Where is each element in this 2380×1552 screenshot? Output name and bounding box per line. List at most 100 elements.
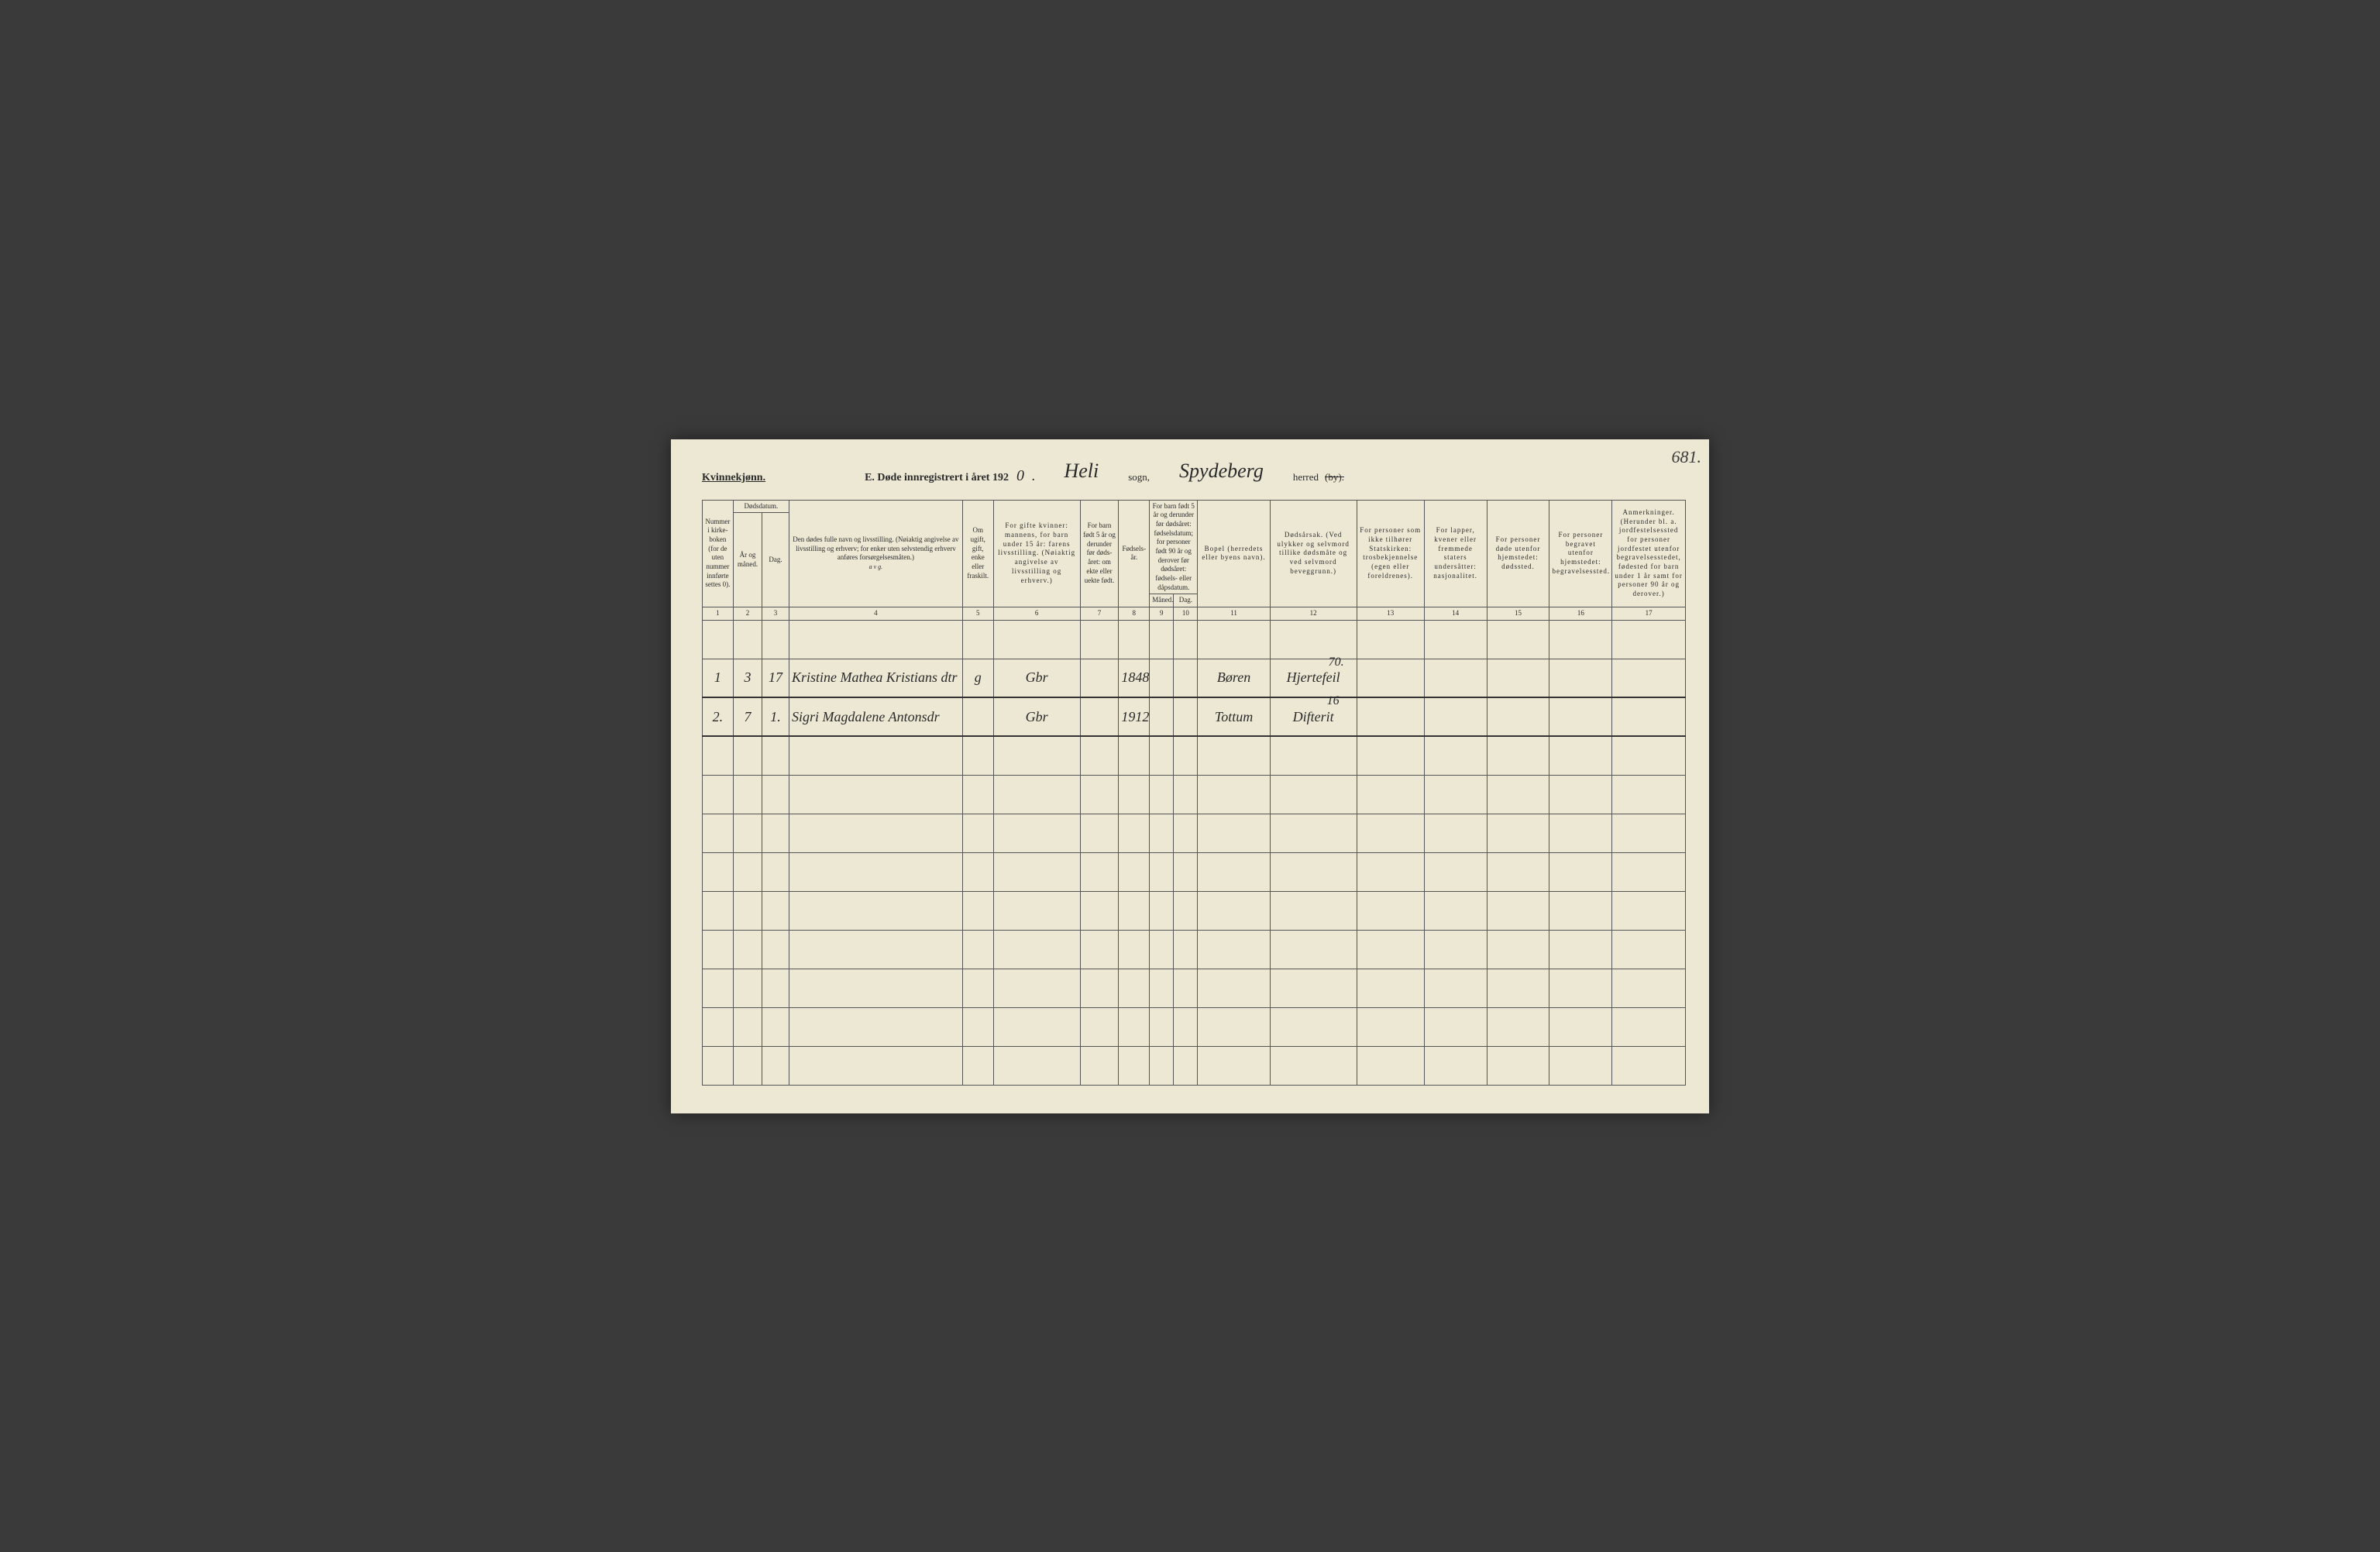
table-row: 2. 7 1. Sigri Magdalene Antonsdr Gbr 191…	[703, 697, 1686, 736]
colnum-17: 17	[1612, 607, 1686, 621]
empty-row	[703, 930, 1686, 969]
cell-16	[1549, 659, 1612, 697]
empty-row	[703, 852, 1686, 891]
table-body: 1 3 17 Kristine Mathea Kristians dtr g G…	[703, 620, 1686, 1085]
cell-farmann: Gbr	[993, 697, 1080, 736]
col6-text: For gifte kvinner: mannens, for barn und…	[998, 521, 1075, 583]
cell-aar: 3	[733, 659, 762, 697]
colnum-13: 13	[1357, 607, 1424, 621]
col2-header: År og måned.	[733, 513, 762, 607]
title-suffix: .	[1032, 472, 1035, 484]
colnum-8: 8	[1119, 607, 1150, 621]
colnum-12: 12	[1270, 607, 1357, 621]
col12-text: Dødsårsak. (Ved ulykker og selv­mord til…	[1277, 531, 1350, 575]
herred-value: Spydeberg	[1156, 459, 1287, 483]
col9-10-group: For barn født 5 år og der­under før døds…	[1150, 500, 1198, 594]
gender-label: Kvinnekjønn.	[702, 472, 765, 484]
cell-aar: 7	[733, 697, 762, 736]
empty-row	[703, 891, 1686, 930]
empty-row	[703, 1007, 1686, 1046]
spacer-row	[703, 620, 1686, 659]
cell-13	[1357, 697, 1424, 736]
col2-3-group: Dødsdatum.	[733, 500, 789, 513]
cell-faar: 1912	[1119, 697, 1150, 736]
col17-text: Anmerkninger. (Herunder bl. a. jordfeste…	[1615, 508, 1682, 597]
cell-fd	[1174, 697, 1198, 736]
cell-ekte	[1080, 659, 1119, 697]
colnum-15: 15	[1487, 607, 1549, 621]
col1-header: Nummer i kirke­boken (for de uten nummer…	[703, 500, 734, 607]
col8-header: Fødsels­år.	[1119, 500, 1150, 607]
col15-header: For personer døde utenfor hjemstedet: dø…	[1487, 500, 1549, 607]
cell-fd	[1174, 659, 1198, 697]
col13-text: For personer som ikke tilhører Statskirk…	[1360, 526, 1421, 579]
empty-row	[703, 736, 1686, 775]
col10-header: Dag.	[1174, 594, 1198, 607]
col6-header: For gifte kvinner: mannens, for barn und…	[993, 500, 1080, 607]
cell-ekte	[1080, 697, 1119, 736]
cell-sivil: g	[962, 659, 993, 697]
cell-aarsak: 70. Hjertefeil	[1270, 659, 1357, 697]
col16-text: For personer begravet utenfor hjemstedet…	[1552, 531, 1610, 575]
cell-dag: 17	[762, 659, 789, 697]
col11-text: Bopel (herredets eller byens navn).	[1202, 545, 1265, 562]
colnum-4: 4	[789, 607, 962, 621]
col16-header: For personer begravet utenfor hjemstedet…	[1549, 500, 1612, 607]
colnum-1: 1	[703, 607, 734, 621]
cell-navn: Kristine Mathea Kristians dtr	[789, 659, 962, 697]
col17-header: Anmerkninger. (Herunder bl. a. jordfeste…	[1612, 500, 1686, 607]
col4-text: Den dødes fulle navn og livsstilling. (N…	[793, 535, 958, 561]
empty-row	[703, 1046, 1686, 1085]
colnum-5: 5	[962, 607, 993, 621]
cell-navn: Sigri Magdalene Antonsdr	[789, 697, 962, 736]
cell-17	[1612, 659, 1686, 697]
cell-num: 1	[703, 659, 734, 697]
col4-header: Den dødes fulle navn og livsstilling. (N…	[789, 500, 962, 607]
cell-fm	[1150, 659, 1174, 697]
herred-label: herred	[1293, 471, 1319, 483]
death-register-table: Nummer i kirke­boken (for de uten nummer…	[702, 500, 1686, 1086]
cell-15	[1487, 659, 1549, 697]
colnum-9: 9	[1150, 607, 1174, 621]
title-prefix: E. Døde innregistrert i året 192	[865, 472, 1009, 484]
col14-header: For lapper, kvener eller fremmede stater…	[1424, 500, 1487, 607]
colnum-10: 10	[1174, 607, 1198, 621]
colnum-16: 16	[1549, 607, 1612, 621]
col14-text: For lapper, kvener eller fremmede stater…	[1433, 526, 1477, 579]
empty-row	[703, 775, 1686, 814]
year-digit: 0	[1015, 467, 1026, 485]
empty-row	[703, 814, 1686, 852]
cell-bopel: Tottum	[1198, 697, 1270, 736]
cell-dag: 1.	[762, 697, 789, 736]
cell-16	[1549, 697, 1612, 736]
col11-header: Bopel (herredets eller byens navn).	[1198, 500, 1270, 607]
col12-header: Dødsårsak. (Ved ulykker og selv­mord til…	[1270, 500, 1357, 607]
colnum-7: 7	[1080, 607, 1119, 621]
register-page: 6 8 1. Kvinnekjønn. E. Døde innregistrert …	[671, 439, 1709, 1113]
cell-15	[1487, 697, 1549, 736]
cell-14	[1424, 697, 1487, 736]
cell-17	[1612, 697, 1686, 736]
age-annotation: 16	[1327, 693, 1340, 710]
cell-sivil	[962, 697, 993, 736]
sogn-label: sogn,	[1128, 471, 1150, 483]
header-row-1: Nummer i kirke­boken (for de uten nummer…	[703, 500, 1686, 513]
cell-13	[1357, 659, 1424, 697]
aarsak-text: Hjertefeil	[1287, 669, 1340, 685]
page-header: Kvinnekjønn. E. Døde innregistrert i åre…	[702, 463, 1686, 486]
cell-farmann: Gbr	[993, 659, 1080, 697]
col4-note: a v g.	[869, 563, 883, 570]
cell-bopel: Børen	[1198, 659, 1270, 697]
column-number-row: 1 2 3 4 5 6 7 8 9 10 11 12 13 14 15 16 1…	[703, 607, 1686, 621]
age-annotation: 70.	[1329, 655, 1344, 671]
colnum-14: 14	[1424, 607, 1487, 621]
cell-14	[1424, 659, 1487, 697]
col3-header: Dag.	[762, 513, 789, 607]
colnum-2: 2	[733, 607, 762, 621]
colnum-6: 6	[993, 607, 1080, 621]
cell-num: 2.	[703, 697, 734, 736]
cell-faar: 1848	[1119, 659, 1150, 697]
colnum-11: 11	[1198, 607, 1270, 621]
col13-header: For personer som ikke tilhører Statskirk…	[1357, 500, 1424, 607]
col7-header: For barn født 5 år og derunder før døds­…	[1080, 500, 1119, 607]
